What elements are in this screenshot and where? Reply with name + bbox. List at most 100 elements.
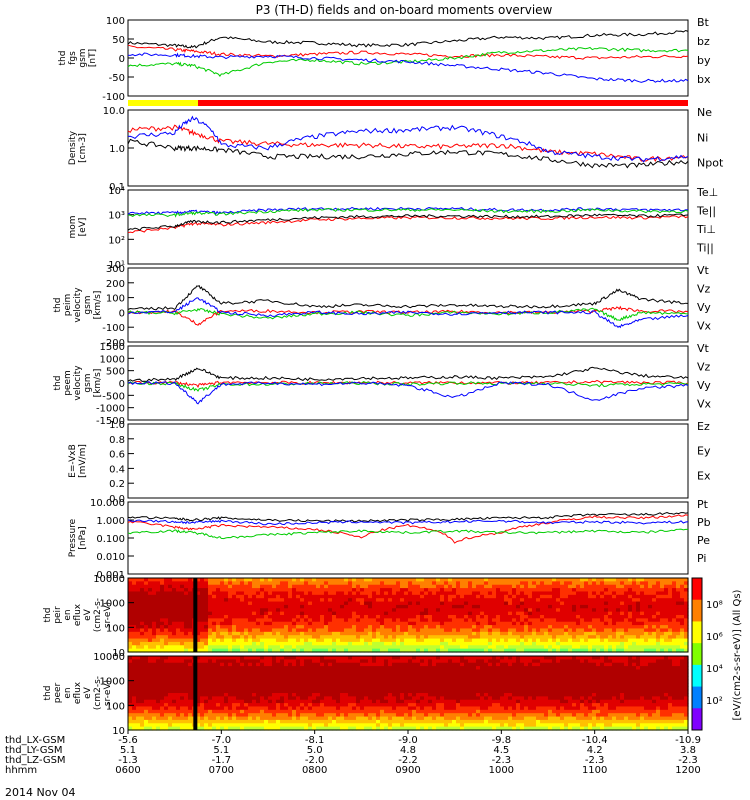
- spectrogram-cell: [180, 693, 185, 697]
- spectrogram-cell: [420, 598, 425, 603]
- spectrogram-cell: [620, 631, 625, 636]
- spectrogram-cell: [660, 638, 665, 643]
- spectrogram-cell: [512, 608, 517, 613]
- spectrogram-cell: [588, 581, 593, 586]
- spectrogram-cell: [592, 584, 597, 589]
- spectrogram-cell: [432, 679, 437, 684]
- spectrogram-cell: [228, 591, 233, 596]
- spectrogram-cell: [180, 659, 185, 664]
- spectrogram-cell: [544, 601, 549, 606]
- spectrogram-cell: [444, 604, 449, 609]
- spectrogram-cell: [412, 713, 417, 718]
- spectrogram-cell: [252, 621, 257, 626]
- spectrogram-cell: [240, 625, 245, 630]
- spectrogram-cell: [136, 621, 141, 626]
- spectrogram-cell: [152, 638, 157, 643]
- spectrogram-cell: [292, 641, 297, 646]
- spectrogram-cell: [228, 601, 233, 606]
- spectrogram-cell: [360, 641, 365, 646]
- spectrogram-cell: [248, 703, 253, 708]
- spectrogram-cell: [304, 598, 309, 603]
- spectrogram-cell: [140, 591, 145, 596]
- spectrogram-cell: [324, 686, 329, 691]
- spectrogram-cell: [188, 666, 193, 671]
- spectrogram-cell: [608, 581, 613, 586]
- spectrogram-cell: [180, 578, 185, 582]
- spectrogram-cell: [220, 621, 225, 626]
- spectrogram-cell: [140, 611, 145, 616]
- spectrogram-cell: [332, 713, 337, 718]
- spectrogram-cell: [496, 645, 501, 650]
- spectrogram-cell: [684, 645, 689, 650]
- spectrogram-cell: [608, 615, 613, 619]
- spectrogram-cell: [252, 676, 257, 681]
- spectrogram-cell: [388, 693, 393, 697]
- spectrogram-cell: [152, 591, 157, 596]
- spectrogram-cell: [168, 608, 173, 613]
- spectrogram-cell: [348, 726, 353, 731]
- spectrogram-cell: [524, 628, 529, 633]
- spectrogram-cell: [292, 628, 297, 633]
- spectrogram-cell: [424, 726, 429, 731]
- spectrogram-cell: [420, 618, 425, 623]
- spectrogram-cell: [364, 713, 369, 718]
- spectrogram-cell: [304, 716, 309, 721]
- spectrogram-cell: [164, 618, 169, 623]
- spectrogram-cell: [600, 621, 605, 626]
- spectrogram-cell: [220, 686, 225, 691]
- spectrogram-cell: [320, 703, 325, 708]
- spectrogram-cell: [360, 709, 365, 714]
- y-tick-label: 0.8: [109, 435, 125, 446]
- spectrogram-cell: [468, 641, 473, 646]
- series-line-Vy: [127, 381, 689, 392]
- spectrogram-cell: [384, 679, 389, 684]
- spectrogram-cell: [320, 581, 325, 586]
- spectrogram-cell: [184, 656, 189, 660]
- spectrogram-cell: [392, 608, 397, 613]
- spectrogram-cell: [168, 726, 173, 731]
- spectrogram-cell: [684, 601, 689, 606]
- spectrogram-cell: [172, 628, 177, 633]
- spectrogram-cell: [184, 659, 189, 664]
- spectrogram-cell: [612, 615, 617, 619]
- spectrogram-cell: [244, 604, 249, 609]
- spectrogram-cell: [276, 696, 281, 701]
- spectrogram-cell: [152, 588, 157, 593]
- spectrogram-cell: [392, 601, 397, 606]
- spectrogram-cell: [416, 703, 421, 708]
- spectrogram-cell: [392, 625, 397, 630]
- spectrogram-cell: [516, 594, 521, 599]
- spectrogram-cell: [604, 631, 609, 636]
- spectrogram-cell: [332, 648, 337, 653]
- spectrogram-cell: [676, 578, 681, 582]
- spectrogram-cell: [196, 726, 201, 731]
- spectrogram-cell: [604, 615, 609, 619]
- spectrogram-cell: [348, 598, 353, 603]
- spectrogram-cell: [504, 588, 509, 593]
- spectrogram-cell: [628, 645, 633, 650]
- spectrogram-cell: [352, 588, 357, 593]
- spectrogram-cell: [604, 591, 609, 596]
- spectrogram-cell: [588, 631, 593, 636]
- spectrogram-cell: [208, 666, 213, 671]
- spectrogram-cell: [364, 584, 369, 589]
- spectrogram-cell: [436, 611, 441, 616]
- spectrogram-cell: [608, 584, 613, 589]
- spectrogram-cell: [160, 594, 165, 599]
- spectrogram-cell: [304, 672, 309, 677]
- spectrogram-cell: [440, 638, 445, 643]
- spectrogram-cell: [128, 693, 133, 697]
- spectrogram-cell: [640, 588, 645, 593]
- spectrogram-cell: [644, 578, 649, 582]
- spectrogram-cell: [540, 581, 545, 586]
- spectrogram-cell: [272, 628, 277, 633]
- spectrogram-cell: [148, 693, 153, 697]
- spectrogram-cell: [476, 618, 481, 623]
- spectrogram-cell: [196, 611, 201, 616]
- spectrogram-cell: [592, 594, 597, 599]
- spectrogram-cell: [212, 672, 217, 677]
- spectrogram-cell: [176, 662, 181, 667]
- spectrogram-cell: [164, 648, 169, 653]
- spectrogram-cell: [380, 682, 385, 687]
- spectrogram-cell: [620, 621, 625, 626]
